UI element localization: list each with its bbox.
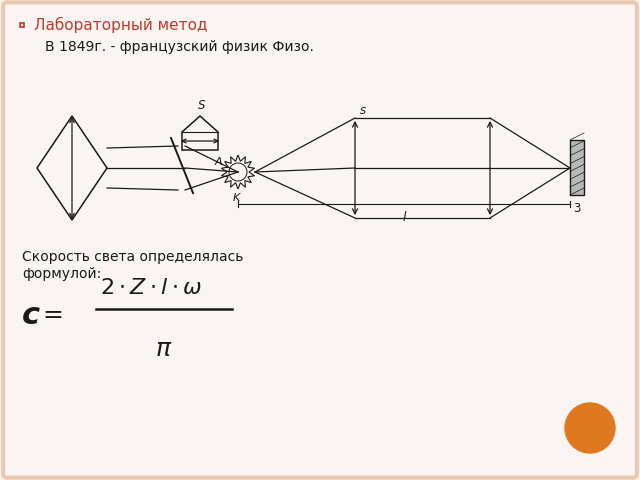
Text: l: l [403, 211, 406, 224]
Text: =: = [42, 303, 63, 327]
Text: Скорость света определялась: Скорость света определялась [22, 250, 243, 264]
Text: A: A [214, 157, 222, 167]
Text: $\pi$: $\pi$ [156, 337, 173, 361]
Text: Лабораторный метод: Лабораторный метод [34, 17, 207, 33]
Text: s: s [360, 104, 366, 117]
Bar [570, 140, 584, 195]
Text: c: c [22, 300, 40, 329]
Text: K: K [232, 193, 239, 203]
Text: 3: 3 [573, 202, 580, 215]
Text: $2 \cdot Z \cdot l \cdot \omega$: $2 \cdot Z \cdot l \cdot \omega$ [100, 278, 202, 298]
Text: формулой:: формулой: [22, 267, 101, 281]
Circle shape [565, 403, 615, 453]
Text: В 1849г. - французский физик Физо.: В 1849г. - французский физик Физо. [45, 40, 314, 54]
Text: S: S [198, 99, 205, 112]
